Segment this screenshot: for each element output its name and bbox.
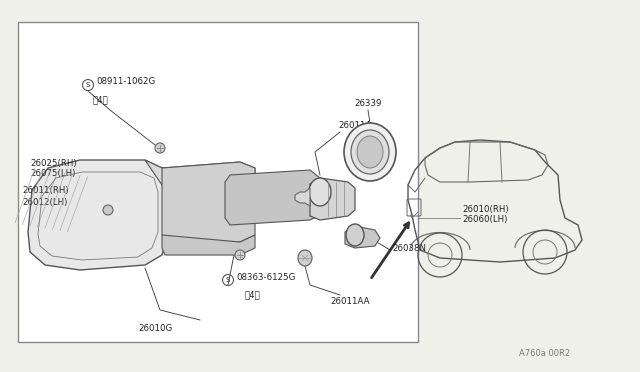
Text: 26075(LH): 26075(LH) <box>30 169 76 178</box>
Text: 26011AA: 26011AA <box>330 297 369 306</box>
Polygon shape <box>225 170 320 225</box>
Text: 26060(LH): 26060(LH) <box>462 215 508 224</box>
Circle shape <box>103 205 113 215</box>
Ellipse shape <box>298 250 312 266</box>
Polygon shape <box>145 160 255 195</box>
Ellipse shape <box>346 224 364 246</box>
Text: S: S <box>226 277 230 283</box>
Polygon shape <box>28 160 168 270</box>
Circle shape <box>235 250 245 260</box>
Ellipse shape <box>357 136 383 168</box>
Ellipse shape <box>351 130 389 174</box>
Bar <box>18 22 418 342</box>
Polygon shape <box>310 178 355 220</box>
Text: （4）: （4） <box>92 95 108 104</box>
Text: 26011(RH): 26011(RH) <box>22 186 68 195</box>
Text: 26011A: 26011A <box>338 121 371 130</box>
Text: （4）: （4） <box>244 290 260 299</box>
Text: 26010(RH): 26010(RH) <box>462 205 509 214</box>
Polygon shape <box>345 226 380 248</box>
Text: 26010G: 26010G <box>138 324 172 333</box>
Polygon shape <box>295 188 310 206</box>
Text: A760a 00R2: A760a 00R2 <box>519 349 570 358</box>
Text: 26012(LH): 26012(LH) <box>22 198 67 207</box>
Circle shape <box>155 143 165 153</box>
Text: 08363-6125G: 08363-6125G <box>236 273 296 282</box>
Text: 08911-1062G: 08911-1062G <box>96 77 156 86</box>
Text: 26339: 26339 <box>355 99 381 108</box>
Ellipse shape <box>344 123 396 181</box>
Text: S: S <box>86 82 90 88</box>
Text: 26025(RH): 26025(RH) <box>30 159 77 168</box>
Polygon shape <box>162 235 255 255</box>
Polygon shape <box>162 162 255 242</box>
Text: 26038N: 26038N <box>392 244 426 253</box>
Ellipse shape <box>309 178 331 206</box>
